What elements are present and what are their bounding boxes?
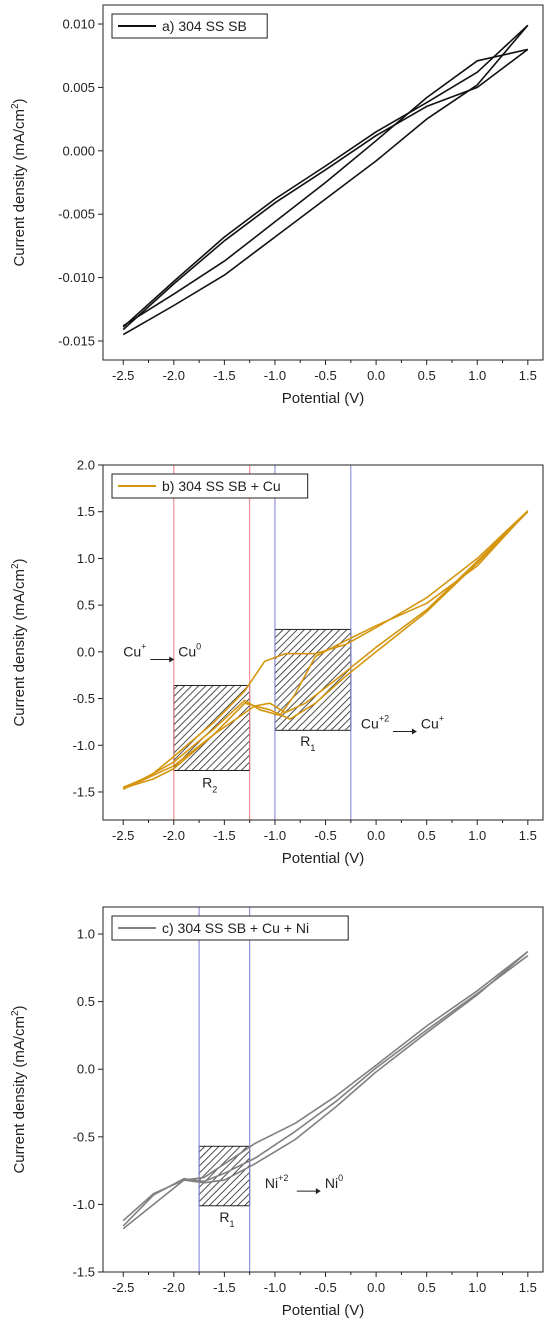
shaded-region-R2: R2 (173, 465, 251, 820)
x-tick-label: 1.5 (519, 828, 537, 843)
series-line-c-2 (122, 955, 529, 1227)
y-tick-label: -0.5 (73, 691, 95, 706)
x-tick-label: -1.5 (213, 828, 235, 843)
x-tick-label: 0.0 (367, 828, 385, 843)
reaction-arrowhead (315, 1188, 321, 1195)
x-tick-label: -1.0 (264, 368, 286, 383)
x-tick-label: 0.0 (367, 1280, 385, 1295)
series-line-c-0 (122, 950, 529, 1222)
chart-panel-b: R2 R1 -2.5 -2.0 -1.5 -1.0 -0.5 0.0 0.5 1.0 1.5 -1.5… (10, 458, 544, 867)
x-tick-label: -2.5 (112, 828, 134, 843)
series-line-c-1 (122, 950, 529, 1230)
x-tick-label: 0.5 (418, 1280, 436, 1295)
x-tick-label: -2.0 (163, 828, 185, 843)
series-line-a-1 (122, 24, 529, 336)
x-tick-label: -1.5 (213, 1280, 235, 1295)
x-tick-label: 1.5 (519, 1280, 537, 1295)
x-tick-label: -2.5 (112, 368, 134, 383)
y-tick-label: 0.005 (62, 80, 95, 95)
legend: c) 304 SS SB + Cu + Ni (111, 915, 349, 941)
y-tick-label: 1.0 (77, 927, 95, 942)
y-tick-label: -1.5 (73, 1265, 95, 1280)
x-tick-label: -2.5 (112, 1280, 134, 1295)
y-tick-label: -0.015 (58, 333, 95, 348)
y-tick-label: -1.5 (73, 784, 95, 799)
chart-panel-a: -2.5 -2.0 -1.5 -1.0 -0.5 0.0 0.5 1.0 1.5 -0.015 -0… (10, 4, 544, 407)
region-label: R2 (202, 774, 217, 794)
y-axis-title: Current density (mA/cm2) (10, 558, 28, 726)
x-axis-title: Potential (V) (282, 850, 365, 867)
shaded-region-R1: R1 (274, 465, 352, 820)
reaction-arrowhead (169, 656, 175, 663)
legend: a) 304 SS SB (111, 13, 268, 39)
reaction-annotation: Ni+2 Ni0 (265, 1173, 343, 1195)
x-tick-label: 0.5 (418, 828, 436, 843)
y-tick-label: 0.010 (62, 17, 95, 32)
series-line-b-1 (122, 510, 529, 789)
x-axis-title: Potential (V) (282, 1302, 365, 1319)
y-tick-label: 1.0 (77, 551, 95, 566)
x-tick-label: 1.0 (468, 368, 486, 383)
region-label: R1 (300, 733, 315, 753)
y-tick-label: 0.0 (77, 1062, 95, 1077)
series-line-b-0 (122, 510, 529, 790)
reaction-arrowhead (411, 728, 417, 735)
legend-label: b) 304 SS SB + Cu (162, 478, 281, 494)
x-tick-label: -0.5 (314, 1280, 336, 1295)
x-tick-label: -1.0 (264, 828, 286, 843)
reaction-to: Cu0 (178, 642, 201, 660)
y-tick-label: 0.5 (77, 598, 95, 613)
series-line-a-2 (122, 48, 529, 331)
legend-label: a) 304 SS SB (162, 18, 247, 34)
region-label: R1 (219, 1209, 234, 1229)
reaction-from: Cu+ (123, 642, 146, 660)
y-tick-label: 0.0 (77, 644, 95, 659)
x-tick-label: -1.5 (213, 368, 235, 383)
series-line-b-3 (122, 511, 529, 790)
legend-label: c) 304 SS SB + Cu + Ni (162, 920, 309, 936)
y-tick-label: -1.0 (73, 1197, 95, 1212)
x-tick-label: 0.0 (367, 368, 385, 383)
series-line-a-0 (122, 24, 529, 328)
reaction-annotation: Cu+ Cu0 (123, 642, 201, 663)
series-line-a-3 (122, 48, 528, 327)
reaction-annotation: Cu+2 Cu+ (361, 713, 444, 735)
x-tick-label: 1.0 (468, 828, 486, 843)
reaction-from: Ni+2 (265, 1173, 289, 1191)
reaction-from: Cu+2 (361, 713, 389, 731)
x-tick-label: -2.0 (163, 1280, 185, 1295)
x-tick-label: -0.5 (314, 828, 336, 843)
plot-frame (102, 464, 544, 821)
y-tick-label: 1.5 (77, 504, 95, 519)
series-line-b-2 (122, 511, 529, 789)
y-tick-label: -1.0 (73, 738, 95, 753)
y-tick-label: -0.010 (58, 270, 95, 285)
x-tick-label: -0.5 (314, 368, 336, 383)
reaction-to: Ni0 (325, 1173, 343, 1191)
shaded-region-R1: R1 (198, 907, 251, 1272)
x-tick-label: -2.0 (163, 368, 185, 383)
legend: b) 304 SS SB + Cu (111, 473, 309, 499)
y-tick-label: -0.005 (58, 207, 95, 222)
plot-frame (102, 906, 544, 1273)
reaction-to: Cu+ (421, 713, 444, 731)
x-tick-label: -1.0 (264, 1280, 286, 1295)
y-tick-label: -0.5 (73, 1129, 95, 1144)
x-tick-label: 1.5 (519, 368, 537, 383)
x-tick-label: 1.0 (468, 1280, 486, 1295)
y-axis-title: Current density (mA/cm2) (10, 1005, 28, 1173)
x-axis-title: Potential (V) (282, 390, 365, 407)
y-tick-label: 0.5 (77, 994, 95, 1009)
y-tick-label: 0.000 (62, 143, 95, 158)
y-tick-label: 2.0 (77, 458, 95, 473)
chart-panel-c: R1 -2.5 -2.0 -1.5 -1.0 -0.5 0.0 0.5 1.0 1.5 -1.5 -1… (10, 906, 544, 1319)
y-axis-title: Current density (mA/cm2) (10, 98, 28, 266)
x-tick-label: 0.5 (418, 368, 436, 383)
plot-frame (102, 4, 544, 361)
